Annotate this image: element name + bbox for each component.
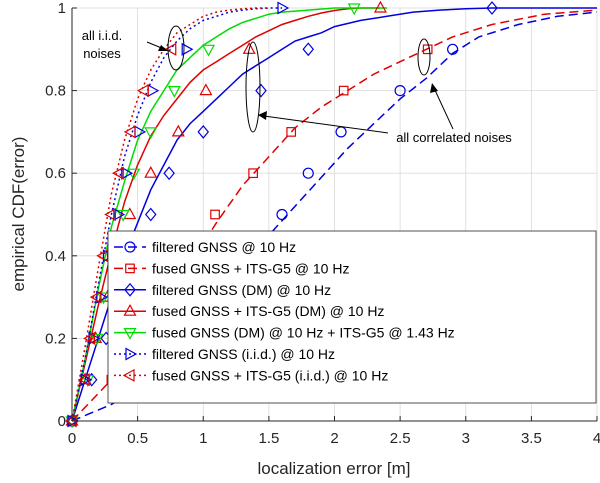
- series-3-marker: [486, 1, 498, 15]
- correlated-ellipse-left: [245, 41, 261, 133]
- legend-label-7: fused GNSS + ITS-G5 (i.i.d.) @ 10 Hz: [152, 367, 388, 383]
- series-6-marker: [67, 414, 80, 428]
- annotations: all i.i.d. noises all correlated noises: [82, 25, 512, 145]
- series-1-marker: [394, 84, 406, 97]
- correlated-ellipse-right: [417, 38, 431, 76]
- series-7-marker: [112, 166, 124, 180]
- series-2-marker: [286, 127, 297, 137]
- series-4-marker: [65, 413, 79, 426]
- y-tick-label: 1: [58, 0, 66, 17]
- y-tick-label: 0.2: [45, 330, 66, 347]
- series-5-marker: [144, 127, 158, 140]
- series-3-marker: [144, 207, 157, 222]
- legend-label-4: fused GNSS + ITS-G5 (DM) @ 10 Hz: [152, 303, 384, 319]
- series-5-marker: [116, 209, 130, 222]
- x-tick-label: 1.5: [258, 430, 279, 447]
- legend-marker-4: [123, 303, 137, 316]
- legend-label-3: filtered GNSS (DM) @ 10 Hz: [152, 282, 331, 298]
- annotation-iid-line1: all i.i.d.: [82, 28, 122, 43]
- series-6-marker: [96, 290, 109, 304]
- y-tick-label: 0.4: [45, 248, 66, 265]
- annotation-correlated: all correlated noises: [396, 130, 512, 145]
- series-7-marker: [83, 331, 95, 345]
- axis-ticks: 0 0.5 1 1.5 2 2.5 3 3.5 4 0 0.2 0.4 0.6 0.8 1: [45, 0, 600, 447]
- series-5-marker: [167, 85, 181, 98]
- arrow-correlated-right: [430, 83, 454, 130]
- annotation-iid-line2: noises: [83, 46, 121, 61]
- series-3-marker: [255, 83, 267, 98]
- series-4-marker: [242, 42, 256, 54]
- series-7-marker: [164, 42, 177, 56]
- series-5-marker: [201, 44, 216, 57]
- series-4-marker: [373, 0, 387, 13]
- x-tick-label: 3: [462, 430, 470, 447]
- series-7-marker: [77, 373, 90, 387]
- series-1-marker: [447, 43, 459, 55]
- series-4-marker: [78, 372, 92, 385]
- arrow-correlated-left: [258, 111, 389, 134]
- series-1-marker: [302, 167, 314, 179]
- series-4-marker: [171, 124, 185, 137]
- series-line-7: [71, 7, 269, 422]
- series-5-marker: [347, 3, 361, 16]
- series-3-marker: [197, 124, 210, 139]
- x-tick-label: 2: [330, 430, 338, 447]
- legend-label-2: fused GNSS + ITS-G5 @ 10 Hz: [152, 260, 349, 276]
- y-tick-label: 0.8: [45, 83, 66, 100]
- y-tick-label: 0: [58, 413, 66, 430]
- legend-marker-7: [122, 368, 135, 382]
- series-3-marker: [163, 166, 175, 181]
- series-7-marker: [89, 290, 102, 304]
- series-4-marker: [199, 83, 213, 96]
- series-2-marker: [248, 168, 258, 179]
- series-4-marker: [144, 165, 158, 178]
- y-tick-label: 0.6: [45, 165, 66, 182]
- x-tick-label: 1: [199, 430, 207, 447]
- series-7-marker: [96, 249, 109, 263]
- series-2-marker: [338, 85, 349, 96]
- x-tick-label: 0.5: [127, 430, 148, 447]
- legend-box: [107, 230, 597, 404]
- legend-label-6: filtered GNSS (i.i.d.) @ 10 Hz: [152, 346, 335, 362]
- x-tick-label: 4: [593, 430, 600, 447]
- legend-marker-2: [125, 263, 135, 274]
- x-tick-label: 3.5: [521, 430, 542, 447]
- series-7-marker: [136, 84, 149, 98]
- series-line-6: [71, 7, 282, 422]
- legend-marker-3: [124, 282, 136, 297]
- legend-marker-6: [125, 347, 138, 361]
- series-6-marker: [80, 373, 93, 387]
- legend-label-5: fused GNSS (DM) @ 10 Hz + ITS-G5 @ 1.43 …: [152, 325, 455, 341]
- series-2-marker: [422, 44, 433, 55]
- series-7-marker: [104, 207, 116, 222]
- series-6-marker: [121, 166, 134, 180]
- x-axis-label: localization error [m]: [257, 459, 410, 478]
- x-tick-label: 2.5: [390, 430, 411, 447]
- series-1-marker: [276, 208, 288, 221]
- series-line-1: [71, 11, 598, 422]
- series-7-marker: [123, 125, 136, 139]
- legend: filtered GNSS @ 10 Hz fused GNSS + ITS-G5…: [107, 230, 597, 404]
- series-6-marker: [113, 207, 126, 222]
- legend-label-1: filtered GNSS @ 10 Hz: [152, 239, 296, 255]
- iid-ellipse: [167, 25, 185, 71]
- legend-marker-1: [124, 241, 136, 253]
- y-axis-label: empirical CDF(error): [9, 137, 28, 292]
- arrow-iid: [146, 41, 168, 51]
- series-3-marker: [302, 42, 315, 57]
- legend-entries: filtered GNSS @ 10 Hz fused GNSS + ITS-G5…: [114, 239, 455, 383]
- series-2-marker: [210, 209, 220, 220]
- series-6-marker: [277, 1, 290, 15]
- x-tick-label: 0: [68, 430, 76, 447]
- series-6-marker: [181, 42, 194, 56]
- legend-marker-5: [123, 328, 137, 340]
